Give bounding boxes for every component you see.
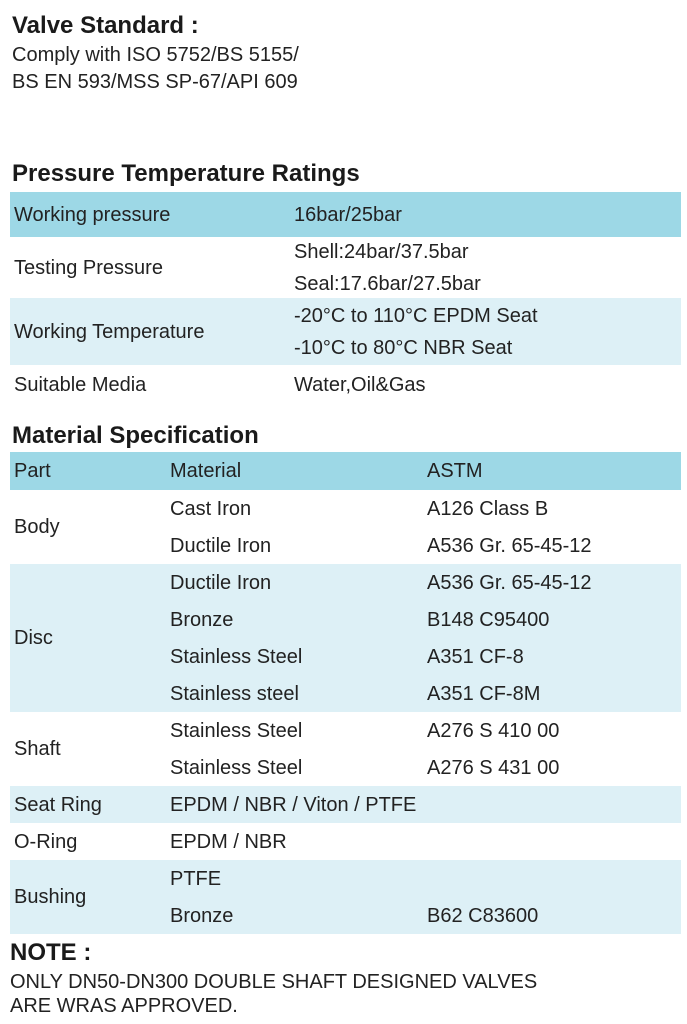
header-cell: ASTM	[427, 460, 483, 482]
row-background	[10, 786, 681, 823]
note-line: ONLY DN50-DN300 DOUBLE SHAFT DESIGNED VA…	[10, 971, 538, 993]
material-cell: A276 S 431 00	[427, 756, 560, 779]
material-cell: Bronze	[170, 904, 234, 927]
material-cell: Bronze	[170, 608, 234, 631]
row-label: Working Temperature	[14, 320, 205, 343]
row-label: Working pressure	[14, 203, 171, 226]
material-cell: EPDM / NBR / Viton / PTFE	[170, 793, 417, 816]
material-cell: A536 Gr. 65-45-12	[427, 571, 592, 594]
part-cell: O-Ring	[14, 830, 78, 853]
row-label: Suitable Media	[14, 374, 147, 396]
row-value: -10°C to 80°C NBR Seat	[294, 336, 513, 359]
material-cell: B148 C95400	[427, 608, 550, 631]
row-value: 16bar/25bar	[294, 203, 402, 226]
section-title: Pressure Temperature Ratings	[12, 160, 360, 187]
row-value: Seal:17.6bar/27.5bar	[294, 272, 481, 295]
material-cell: A536 Gr. 65-45-12	[427, 534, 592, 557]
material-cell: Stainless Steel	[170, 756, 303, 779]
material-cell: A351 CF-8M	[427, 682, 541, 705]
part-cell: Shaft	[14, 738, 61, 760]
row-background	[10, 298, 681, 365]
row-value: Water,Oil&Gas	[294, 374, 426, 396]
material-cell: A126 Class B	[427, 497, 549, 520]
text-line: Comply with ISO 5752/BS 5155/	[12, 44, 299, 66]
header-cell: Material	[170, 460, 242, 482]
row-label: Testing Pressure	[14, 256, 163, 279]
row-value: Shell:24bar/37.5bar	[294, 240, 469, 263]
part-cell: Disc	[14, 627, 53, 649]
row-background	[10, 860, 681, 934]
row-background	[10, 564, 681, 712]
row-background	[10, 192, 681, 237]
section-title: Material Specification	[12, 422, 259, 449]
material-cell: Stainless Steel	[170, 645, 303, 668]
material-cell: EPDM / NBR	[170, 830, 287, 853]
note-line: ARE WRAS APPROVED.	[10, 995, 238, 1017]
material-cell: A276 S 410 00	[427, 719, 560, 742]
row-value: -20°C to 110°C EPDM Seat	[294, 304, 538, 327]
material-cell: A351 CF-8	[427, 645, 524, 668]
material-cell: Ductile Iron	[170, 571, 272, 594]
material-cell: Cast Iron	[170, 497, 252, 520]
material-cell: Stainless Steel	[170, 719, 303, 742]
note-title: NOTE :	[10, 939, 92, 966]
part-cell: Seat Ring	[14, 793, 102, 816]
header-cell: Part	[14, 460, 51, 482]
material-cell: Stainless steel	[170, 682, 299, 705]
section-title: Valve Standard :	[12, 12, 199, 39]
text-line: BS EN 593/MSS SP-67/API 609	[12, 71, 298, 93]
part-cell: Bushing	[14, 886, 87, 908]
material-cell: PTFE	[170, 867, 222, 890]
row-background	[10, 452, 681, 490]
material-cell: B62 C83600	[427, 904, 539, 927]
material-cell: Ductile Iron	[170, 534, 272, 557]
part-cell: Body	[14, 516, 60, 538]
